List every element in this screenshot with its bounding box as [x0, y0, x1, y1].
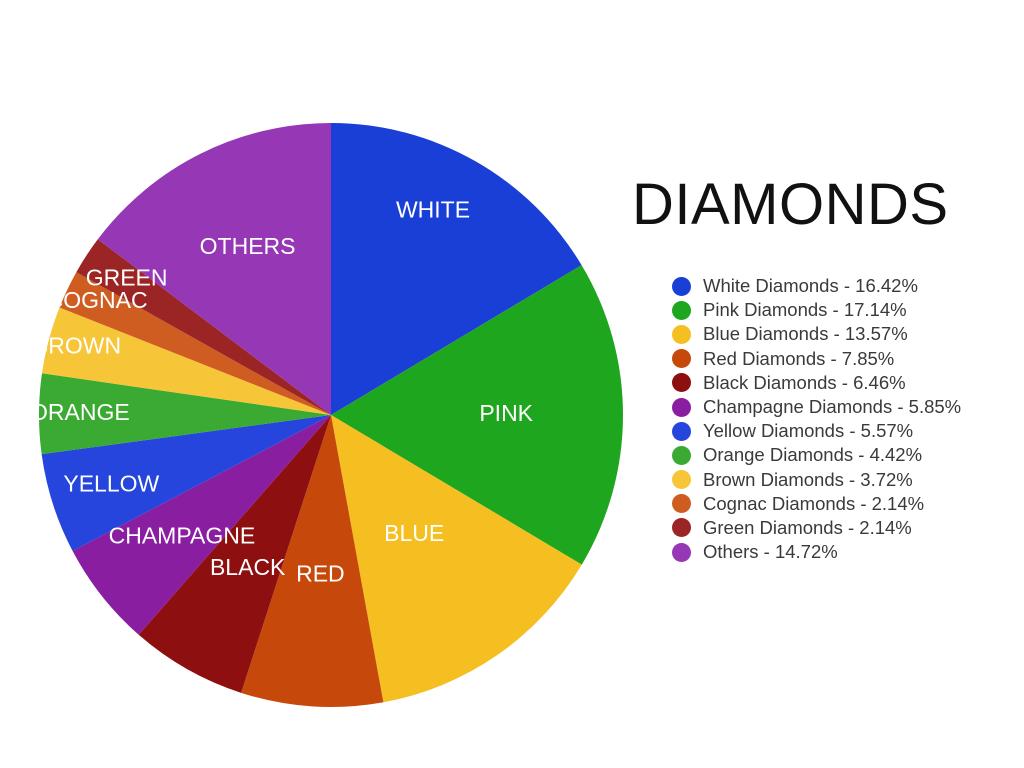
pie-slice-blue [331, 415, 582, 703]
legend-item-pink: Pink Diamonds - 17.14% [672, 298, 961, 322]
pie-label-green: GREEN [86, 265, 168, 291]
pie-slice-yellow [41, 415, 331, 551]
legend-label: Champagne Diamonds - 5.85% [703, 396, 962, 418]
legend-item-orange: Orange Diamonds - 4.42% [672, 443, 961, 467]
pie-slice-others [97, 122, 331, 415]
legend-label: Red Diamonds - 7.85% [703, 347, 895, 369]
pie-slice-brown [41, 307, 332, 415]
legend-swatch [672, 542, 691, 562]
pie-slice-black [138, 415, 331, 693]
pie-slice-green [76, 239, 332, 415]
chart-title: DIAMONDS [632, 172, 949, 237]
pie-label-yellow: YELLOW [63, 470, 159, 496]
legend-item-yellow: Yellow Diamonds - 5.57% [672, 419, 961, 443]
legend-item-black: Black Diamonds - 6.46% [672, 371, 961, 395]
legend-swatch [672, 373, 691, 393]
legend-swatch [672, 324, 691, 344]
legend-item-blue: Blue Diamonds - 13.57% [672, 322, 961, 346]
legend-label: Brown Diamonds - 3.72% [703, 468, 913, 490]
legend-swatch [672, 349, 691, 369]
pie-slice-pink [331, 265, 624, 565]
legend-label: Cognac Diamonds - 2.14% [703, 492, 925, 514]
legend-swatch [672, 397, 691, 417]
pie-label-pink: PINK [479, 400, 533, 426]
legend-swatch [672, 445, 691, 465]
pie-slices [39, 122, 624, 708]
pie-slice-champagne [72, 415, 331, 635]
legend-label: Green Diamonds - 2.14% [703, 516, 912, 538]
pie-label-others: OTHERS [200, 233, 296, 259]
pie-label-champagne: CHAMPAGNE [109, 522, 256, 548]
pie-slice-white [331, 123, 582, 415]
legend-swatch [672, 518, 691, 538]
legend-label: Yellow Diamonds - 5.57% [703, 420, 914, 442]
legend-item-cognac: Cognac Diamonds - 2.14% [672, 492, 961, 516]
legend-swatch [672, 421, 691, 441]
legend-label: White Diamonds - 16.42% [703, 275, 918, 297]
pie-label-blue: BLUE [384, 520, 444, 546]
legend-label: Orange Diamonds - 4.42% [703, 444, 923, 466]
pie-slice-labels: WHITE PINK BLUE RED BLACK CHAMPAGNE YELLOW ORAN… [30, 196, 534, 586]
pie-label-cognac: COGNAC [47, 287, 148, 313]
legend-item-green: Green Diamonds - 2.14% [672, 516, 961, 540]
pie-slice-cognac [59, 272, 331, 415]
pie-label-white: WHITE [396, 196, 470, 222]
legend-item-champagne: Champagne Diamonds - 5.85% [672, 395, 961, 419]
legend-swatch [672, 494, 691, 514]
pie-label-brown: BROWN [33, 332, 121, 358]
chart-legend: White Diamonds - 16.42% Pink Diamonds - 1… [672, 274, 961, 564]
pie-label-orange: ORANGE [30, 399, 130, 425]
legend-item-others: Others - 14.72% [672, 540, 961, 564]
legend-swatch [672, 300, 691, 320]
legend-swatch [672, 276, 691, 296]
legend-item-brown: Brown Diamonds - 3.72% [672, 468, 961, 492]
pie-slice-orange [39, 373, 332, 455]
pie-slice-red [241, 415, 384, 708]
legend-label: Others - 14.72% [703, 541, 838, 563]
legend-item-red: Red Diamonds - 7.85% [672, 347, 961, 371]
legend-label: Pink Diamonds - 17.14% [703, 299, 907, 321]
legend-swatch [672, 470, 691, 490]
legend-label: Black Diamonds - 6.46% [703, 371, 906, 393]
pie-label-red: RED [296, 560, 345, 586]
pie-label-black: BLACK [210, 554, 286, 580]
legend-label: Blue Diamonds - 13.57% [703, 323, 908, 345]
legend-item-white: White Diamonds - 16.42% [672, 274, 961, 298]
